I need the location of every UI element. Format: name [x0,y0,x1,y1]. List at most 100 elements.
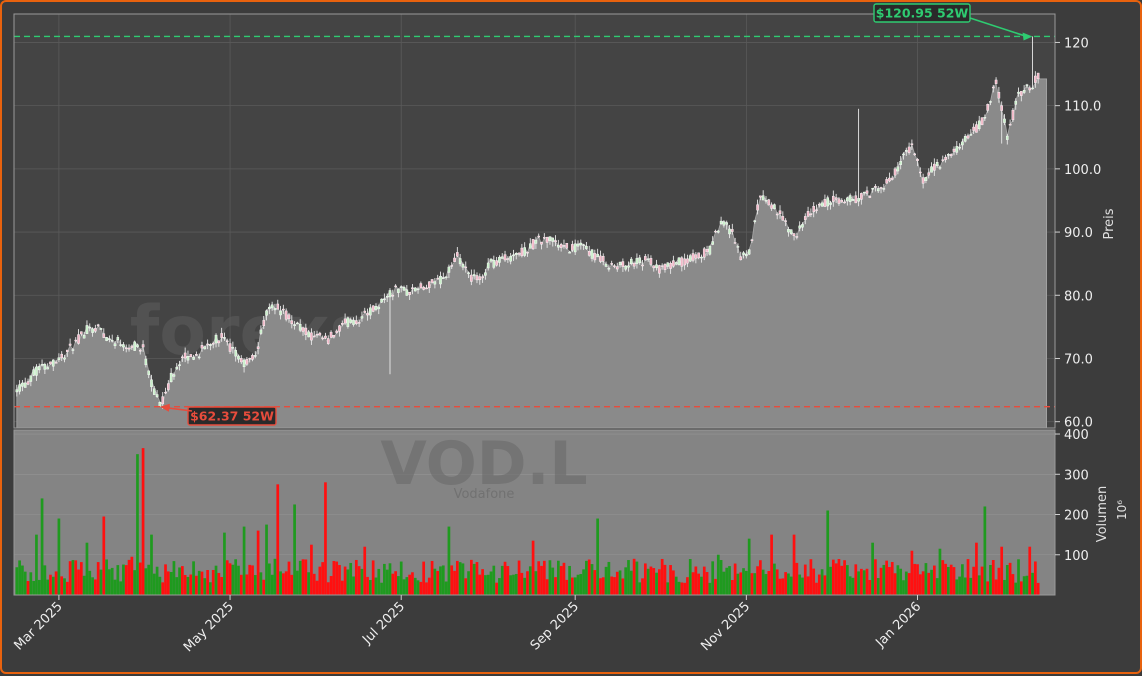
candle-body [206,343,209,346]
candle-body [1014,100,1018,105]
candle-body [854,195,858,204]
volume-bar [1028,546,1032,595]
candle-body [582,244,585,246]
candle-body [335,330,338,333]
volume-bar [918,574,922,595]
volume-bar [1031,572,1034,595]
volume-bar [206,570,209,595]
volume-bar [660,558,664,595]
candle-body [829,202,832,205]
volume-bar [624,567,628,595]
volume-bar [301,559,305,595]
volume-bar [809,559,813,595]
candle-body [1036,72,1040,80]
candle-body [739,256,743,261]
volume-bar [1005,564,1009,595]
candle-body [130,345,134,348]
candle-body [708,245,712,255]
volume-bar [837,559,841,595]
candle-body [728,228,731,235]
candle-body [32,369,35,376]
candle-body [874,186,877,188]
volume-bar [963,577,967,595]
candle-body [952,148,956,152]
volume-bar [565,579,569,595]
volume-bar [166,571,170,595]
candle-body [366,313,369,316]
volume-bar [739,572,743,595]
candle-body [747,249,751,255]
price-tick-label: 120 [1064,36,1089,51]
candle-body [74,339,78,342]
candle-body [705,249,709,253]
candle-body [481,276,484,279]
volume-bar [568,565,571,595]
candle-body [1028,87,1032,91]
candle-body [318,332,322,336]
candle-body [385,296,389,298]
volume-bar [242,526,246,595]
candle-body [1011,109,1015,121]
volume-bar [834,563,838,595]
candle-body [806,211,810,217]
volume-bar [304,559,308,595]
volume-bar [672,570,675,595]
candle-body [907,146,911,154]
volume-bar [1011,574,1015,595]
volume-bar [178,567,181,595]
candle-body [301,327,305,332]
annotations: $120.95 52W $62.37 52W [159,3,1033,426]
volume-bar [599,578,602,595]
candle-body [938,167,942,169]
volume-bar [798,574,802,595]
candle-body [296,322,299,325]
volume-tick-label: 400 [1064,428,1089,443]
volume-bar [113,579,117,595]
volume-bar [439,566,442,595]
candle-body [298,323,302,331]
volume-bar [321,562,325,595]
volume-bar [332,560,336,595]
volume-bar [663,564,667,595]
volume-bar [172,561,176,595]
candle-body [310,332,313,341]
candle-body [1005,135,1009,140]
volume-bar [921,571,925,595]
candle-body [868,196,872,198]
volume-bar [554,577,557,595]
candle-body [587,251,591,256]
volume-bar [478,574,482,595]
volume-bar [865,568,869,595]
volume-bar [618,570,622,595]
candle-body [332,335,336,338]
volume-bar [1034,561,1037,595]
candle-body [832,195,835,202]
candle-body [248,358,251,360]
candle-body [531,239,535,250]
volume-bar [604,566,608,595]
candle-body [792,233,796,237]
volume-bar [857,571,860,595]
candle-body [865,190,869,194]
volume-bar [1025,575,1029,595]
candle-body [427,281,431,288]
volume-bar [253,575,257,595]
volume-bar [377,568,381,595]
candle-body [697,252,700,259]
volume-bar [349,562,353,595]
volume-bar [228,563,232,595]
candle-body [607,268,611,270]
candle-body [340,322,344,325]
candle-body [150,379,153,387]
candle-body [439,275,442,285]
candle-body [355,320,358,324]
candle-body [669,263,672,269]
volume-bar [338,565,341,595]
candle-body [419,283,423,289]
volume-bar [492,565,496,595]
volume-bar [655,572,658,595]
volume-bar [436,570,440,595]
volume-bar [419,581,423,595]
volume-bar [506,566,510,595]
